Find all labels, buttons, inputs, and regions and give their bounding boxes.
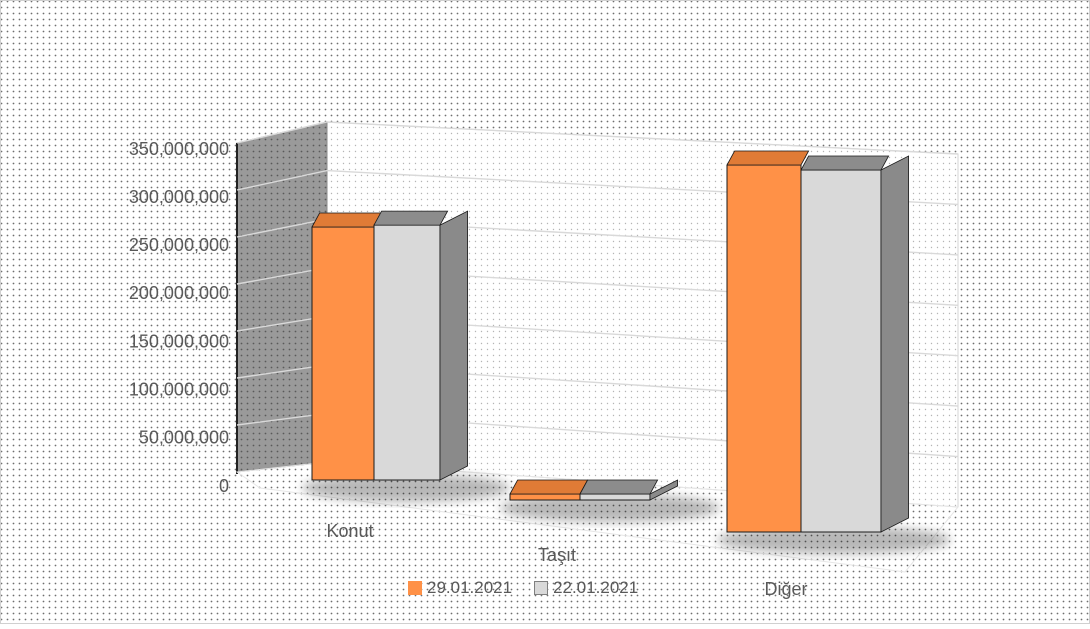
bar-top [579, 479, 659, 495]
bar-top [311, 212, 383, 228]
legend: 29.01.2021 22.01.2021 [408, 578, 638, 598]
bar-side [649, 479, 678, 501]
x-axis-category-labels: Konut Taşıt Diğer [326, 521, 807, 599]
y-tick-label: 50,000,000 [139, 428, 229, 448]
x-tick-label-3: Diğer [764, 579, 807, 599]
legend-item-series-2: 22.01.2021 [534, 578, 638, 598]
bar-front [509, 493, 581, 501]
legend-swatch-series-1 [408, 581, 422, 595]
bar-front [311, 226, 375, 481]
bar-Taşıt-series-2 [579, 479, 678, 501]
y-tick-label: 300,000,000 [129, 187, 229, 207]
bar-Taşıt-series-1 [509, 479, 589, 501]
y-tick-label: 250,000,000 [129, 235, 229, 255]
bar-top [373, 210, 449, 226]
bar-shadow [717, 526, 951, 554]
legend-swatch-series-2 [534, 581, 549, 595]
x-tick-label-2: Taşıt [538, 545, 576, 565]
y-tick-label: 100,000,000 [129, 379, 229, 399]
y-tick-label: 0 [219, 476, 229, 496]
bar-front [579, 493, 651, 501]
bar-side [439, 210, 469, 481]
y-tick-label: 200,000,000 [129, 283, 229, 303]
gridline [236, 121, 959, 155]
bar-top [726, 150, 810, 166]
y-tick-label: 350,000,000 [129, 139, 229, 159]
x-tick-label-1: Konut [326, 521, 373, 541]
bar-Diğer-series-2 [800, 155, 909, 533]
bar-top [800, 155, 890, 171]
legend-label-series-1: 29.01.2021 [427, 578, 513, 597]
y-tick-label: 150,000,000 [129, 331, 229, 351]
bar-front [373, 224, 441, 481]
bar-front [800, 169, 882, 533]
bar-Diğer-series-1 [726, 150, 810, 533]
legend-label-series-2: 22.01.2021 [553, 578, 639, 597]
bar-front [726, 164, 802, 533]
bar-top [509, 479, 589, 495]
bar-side [880, 155, 909, 533]
y-axis-tick-labels: 0 50,000,000 100,000,000 150,000,000 200,000… [129, 139, 229, 496]
bar-Konut-series-1 [311, 212, 383, 481]
bar-shadow [500, 494, 720, 522]
bar-shadow [302, 474, 510, 502]
bars [302, 150, 951, 554]
bar-Konut-series-2 [373, 210, 469, 481]
legend-item-series-1: 29.01.2021 [408, 578, 512, 598]
